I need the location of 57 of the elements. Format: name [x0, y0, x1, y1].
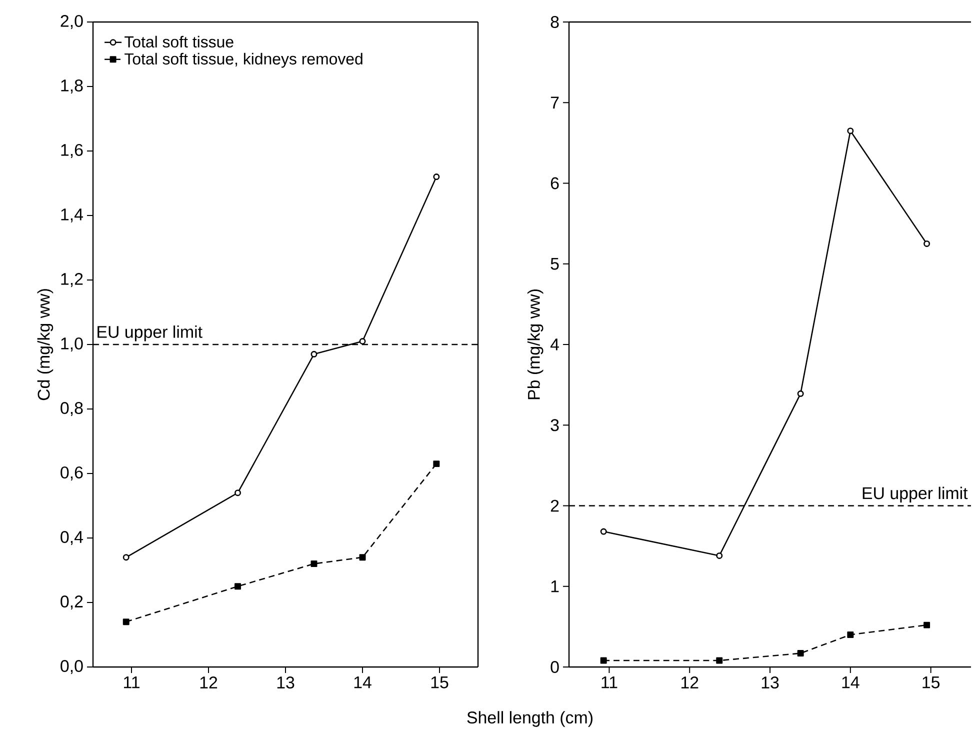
point — [122, 618, 130, 626]
point — [716, 552, 723, 559]
y-tick-label: 0,8 — [60, 402, 83, 416]
point — [433, 174, 440, 180]
y-tick-label: 0 — [550, 660, 559, 673]
point — [847, 128, 854, 134]
y-tick-label: 0,2 — [60, 595, 83, 610]
point — [797, 390, 804, 397]
y-tick-label: 1,0 — [61, 337, 83, 352]
point — [433, 460, 440, 468]
x-tick-label: 15 — [431, 676, 448, 688]
legend-label: Total soft tissue, kidneys removed — [124, 52, 362, 68]
y-tick-label: 1,4 — [61, 208, 83, 222]
y-tick-label: 0,6 — [60, 466, 83, 480]
x-tick-label: 11 — [124, 676, 140, 688]
point — [310, 560, 318, 568]
y-tick-label: 2 — [550, 500, 559, 512]
x-tick-label: 15 — [922, 676, 940, 688]
point — [924, 622, 930, 628]
point — [924, 240, 930, 247]
y-tick-label: 0,0 — [60, 660, 83, 674]
x-axis-title: Shell length (cm) — [467, 711, 592, 727]
point — [234, 583, 242, 590]
x-tick-label: 11 — [602, 676, 618, 688]
y-tick-label: 1,2 — [61, 272, 83, 287]
y-tick-label: 3 — [550, 419, 559, 432]
point — [847, 631, 854, 638]
x-tick-label: 13 — [762, 676, 779, 688]
y-tick-label: 7 — [550, 96, 559, 108]
x-tick-label: 14 — [842, 676, 860, 688]
x-tick-label: 12 — [681, 676, 698, 688]
point — [234, 490, 242, 496]
y-tick-label: 1,6 — [61, 144, 83, 158]
ref-line-label: EU upper limit — [98, 326, 202, 342]
x-tick-label: 13 — [277, 676, 294, 689]
point — [716, 657, 723, 664]
y-tick-label: 5 — [550, 258, 559, 270]
y-tick-label: 0,4 — [60, 530, 83, 545]
point — [122, 554, 130, 561]
point — [600, 657, 607, 664]
y-tick-label: 6 — [550, 177, 559, 190]
y-tick-label: 4 — [550, 338, 559, 350]
y-tick-label: 1,8 — [61, 79, 83, 94]
ref-line-label: EU upper limit — [862, 486, 968, 503]
point — [797, 650, 804, 657]
point — [359, 338, 366, 344]
x-tick-label: 12 — [200, 676, 218, 688]
legend-label: Total soft tissue — [124, 36, 234, 48]
y-axis-title: Cd (mg/kg ww) — [37, 289, 54, 400]
point — [600, 528, 607, 535]
y-tick-label: 1 — [551, 580, 559, 592]
y-tick-label: 8 — [550, 16, 559, 28]
x-tick-label: 14 — [354, 676, 372, 688]
y-tick-label: 2,0 — [60, 14, 83, 29]
point — [310, 350, 318, 358]
point — [359, 554, 366, 561]
y-axis-title: Pb (mg/kg ww) — [527, 290, 544, 400]
